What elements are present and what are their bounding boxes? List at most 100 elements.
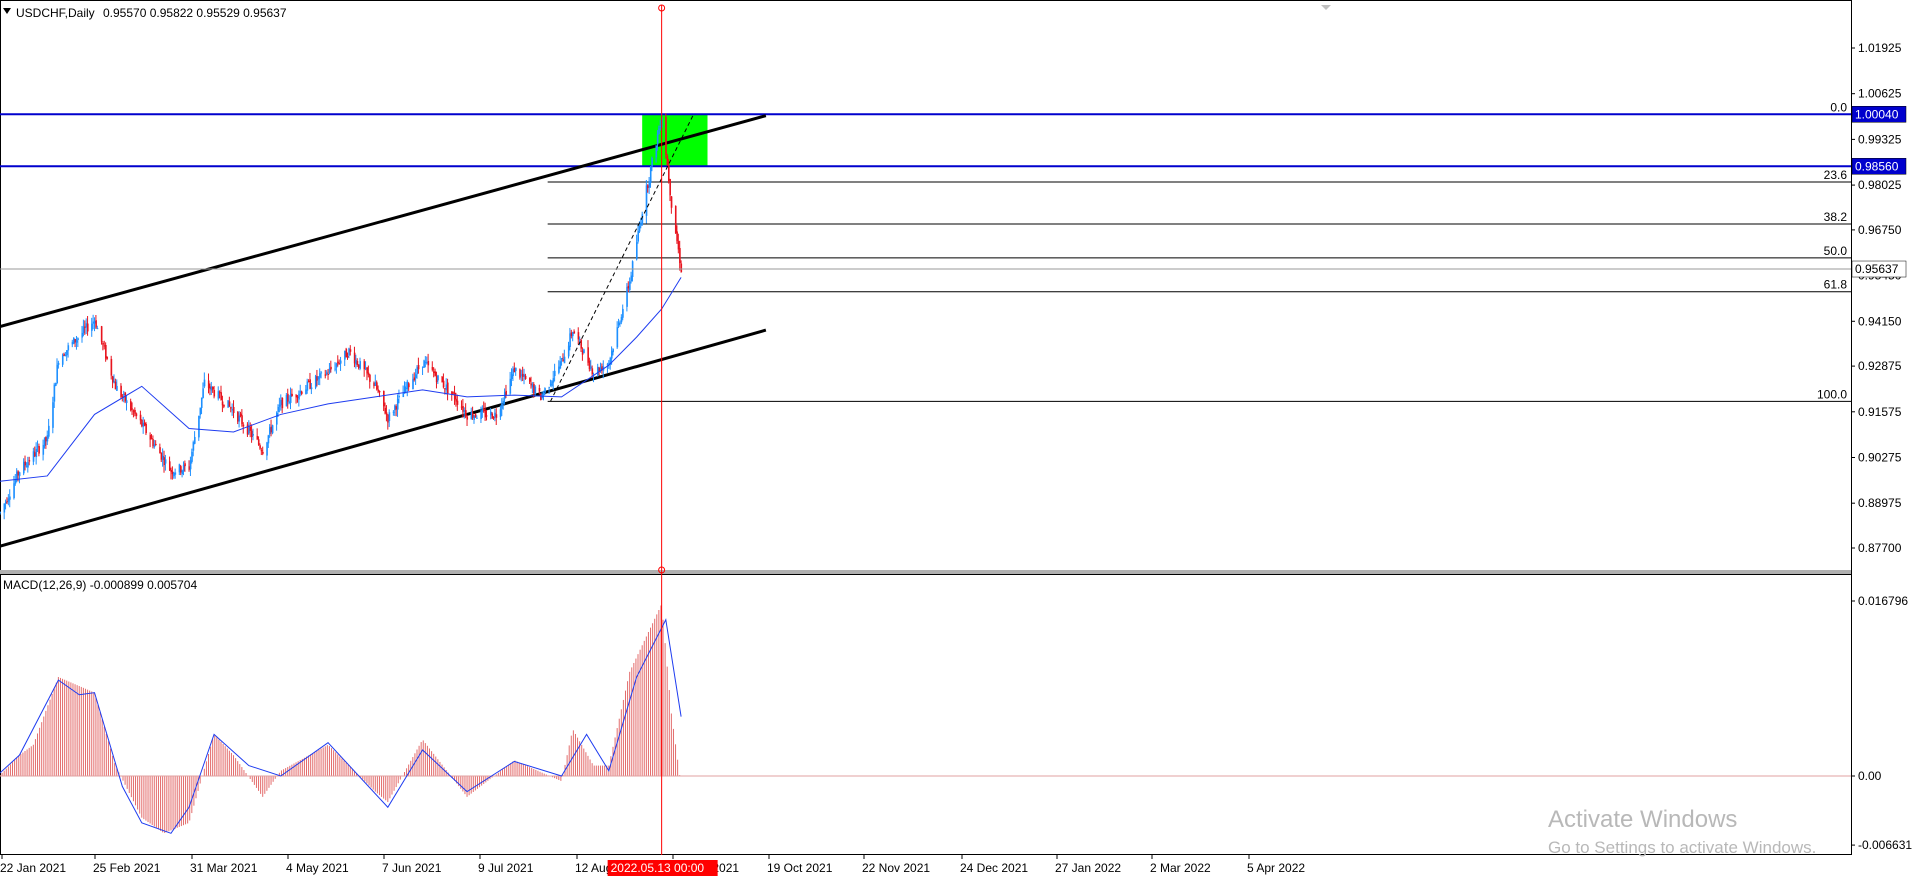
candle-body: [349, 349, 352, 352]
candle-body: [544, 388, 546, 393]
candle-body: [105, 345, 107, 359]
candle-body: [200, 397, 203, 408]
price-tick-label: 0.91575: [1858, 405, 1902, 419]
candle-body: [142, 422, 145, 427]
candle-body: [4, 501, 7, 504]
candle-body: [353, 352, 356, 364]
dropdown-arrow-icon[interactable]: [3, 8, 11, 14]
candle-body: [212, 387, 214, 390]
candle-body: [116, 385, 118, 391]
candle-body: [314, 376, 317, 388]
candle-body: [620, 317, 623, 323]
candle-body: [35, 448, 38, 458]
candle-body: [9, 496, 11, 500]
candle-body: [306, 381, 309, 391]
candle-body: [57, 362, 60, 365]
candle-body: [43, 437, 46, 446]
candle-body: [159, 447, 161, 454]
horizontal-levels[interactable]: [0, 113, 1851, 168]
candle-body: [638, 225, 641, 232]
fibonacci-levels[interactable]: 0.0 23.6 38.2 50.0 61.8 100.0: [547, 100, 1851, 402]
fibonacci-trendline[interactable]: [549, 114, 695, 402]
candle-body: [533, 384, 535, 394]
candle-body: [213, 389, 216, 397]
candle-body: [338, 362, 341, 364]
date-tick-label: 24 Dec 2021: [960, 861, 1028, 875]
candle-body: [23, 461, 25, 474]
date-tick-label: 9 Jul 2021: [478, 861, 534, 875]
candle-body: [510, 374, 513, 379]
candle-body: [647, 185, 649, 189]
candle-body: [433, 371, 435, 374]
candle-body: [402, 393, 405, 397]
candle-body: [398, 395, 400, 398]
candle-body: [522, 373, 524, 377]
candle-body: [606, 364, 609, 366]
candle-body: [181, 470, 184, 475]
candle-body: [499, 409, 502, 418]
candle-body: [599, 367, 602, 371]
candle-body: [513, 368, 516, 373]
candle-body: [194, 436, 196, 444]
candle-body: [207, 380, 210, 389]
candle-body: [232, 407, 235, 413]
candle-body: [295, 395, 298, 398]
candle-body: [130, 401, 132, 411]
candle-body: [180, 466, 182, 473]
candle-body: [567, 345, 570, 357]
candle-body: [66, 350, 68, 356]
candle-body: [230, 407, 232, 409]
candle-body: [134, 409, 136, 414]
candle-body: [256, 436, 259, 440]
candle-body: [345, 348, 348, 358]
candle-body: [74, 339, 77, 343]
candle-body: [173, 472, 175, 477]
candle-body: [452, 392, 455, 394]
candle-body: [150, 438, 153, 440]
trend-channel[interactable]: [0, 114, 767, 548]
channel-upper-line[interactable]: [0, 114, 767, 329]
candle-body: [85, 323, 88, 328]
channel-lower-line[interactable]: [0, 328, 767, 548]
candle-body: [248, 426, 250, 434]
price-tick-label: 0.98025: [1858, 178, 1902, 192]
candle-body: [540, 393, 542, 401]
pane-splitter[interactable]: [0, 570, 1851, 574]
candle-body: [656, 133, 659, 145]
candle-body: [291, 393, 293, 397]
candle-body: [408, 383, 410, 388]
price-tick-label: 0.96750: [1858, 223, 1902, 237]
candle-body: [335, 363, 338, 368]
candle-body: [462, 406, 464, 412]
candle-body: [241, 415, 243, 425]
candle-body: [114, 381, 117, 390]
activate-windows-title: Activate Windows: [1548, 806, 1737, 833]
candle-body: [188, 466, 191, 470]
candle-body: [145, 423, 147, 434]
symbol-label: USDCHF,Daily: [16, 6, 95, 20]
candle-body: [266, 442, 268, 456]
ohlc-values: 0.95570 0.95822 0.95529 0.95637: [103, 6, 287, 20]
candle-body: [394, 405, 396, 411]
candle-body: [163, 457, 166, 466]
candle-body: [309, 379, 311, 389]
candle-body: [676, 231, 678, 242]
candle-body: [570, 332, 573, 337]
candle-body: [385, 412, 388, 415]
candle-body: [597, 366, 599, 376]
candle-body: [667, 165, 670, 181]
chart-shift-marker-icon[interactable]: [1321, 5, 1331, 10]
candle-body: [481, 409, 484, 412]
candle-body: [670, 196, 673, 208]
date-axis-ticks: 22 Jan 2021 25 Feb 2021 31 Mar 2021 4 May 2…: [0, 855, 1305, 875]
candle-body: [317, 376, 320, 380]
candle-body: [492, 416, 495, 419]
macd-tick-label: 0.00: [1858, 769, 1882, 783]
candle-body: [472, 413, 474, 418]
candle-body: [636, 242, 638, 260]
candle-body: [242, 424, 245, 427]
fib-level-label: 100.0: [1817, 387, 1847, 401]
candle-body: [412, 379, 414, 390]
candle-body: [666, 155, 669, 166]
